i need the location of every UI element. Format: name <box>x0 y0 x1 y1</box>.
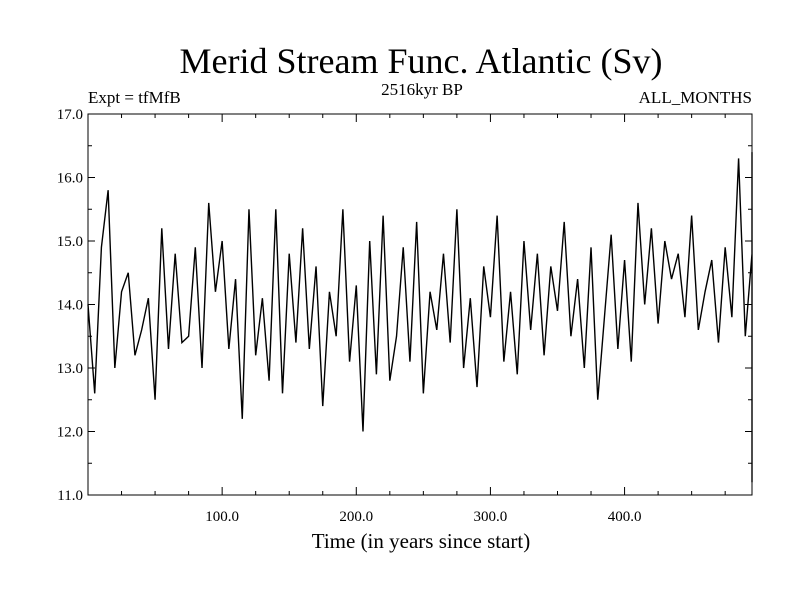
y-tick-label: 17.0 <box>57 107 83 123</box>
x-axis: 100.0 200.0 300.0 400.0 <box>121 114 726 525</box>
y-tick-label: 16.0 <box>57 171 83 187</box>
y-axis: 11.0 12.0 13.0 14.0 15.0 16.0 17.0 <box>57 107 752 504</box>
x-tick-label: 300.0 <box>474 509 508 525</box>
months-label: ALL_MONTHS <box>639 88 752 107</box>
x-tick-label: 400.0 <box>608 509 642 525</box>
chart-title: Merid Stream Func. Atlantic (Sv) <box>180 41 663 81</box>
y-tick-label: 13.0 <box>57 361 83 377</box>
x-tick-label: 100.0 <box>205 509 239 525</box>
y-tick-label: 11.0 <box>57 488 83 504</box>
series-layer <box>87 152 753 483</box>
y-tick-label: 15.0 <box>57 234 83 250</box>
time-period-label: 2516kyr BP <box>381 80 463 99</box>
x-tick-label: 200.0 <box>339 509 373 525</box>
x-axis-label: Time (in years since start) <box>312 529 531 553</box>
experiment-label: Expt = tfMfB <box>88 88 181 107</box>
y-tick-label: 14.0 <box>57 298 83 314</box>
y-tick-label: 12.0 <box>57 425 83 441</box>
series-line <box>87 152 753 483</box>
